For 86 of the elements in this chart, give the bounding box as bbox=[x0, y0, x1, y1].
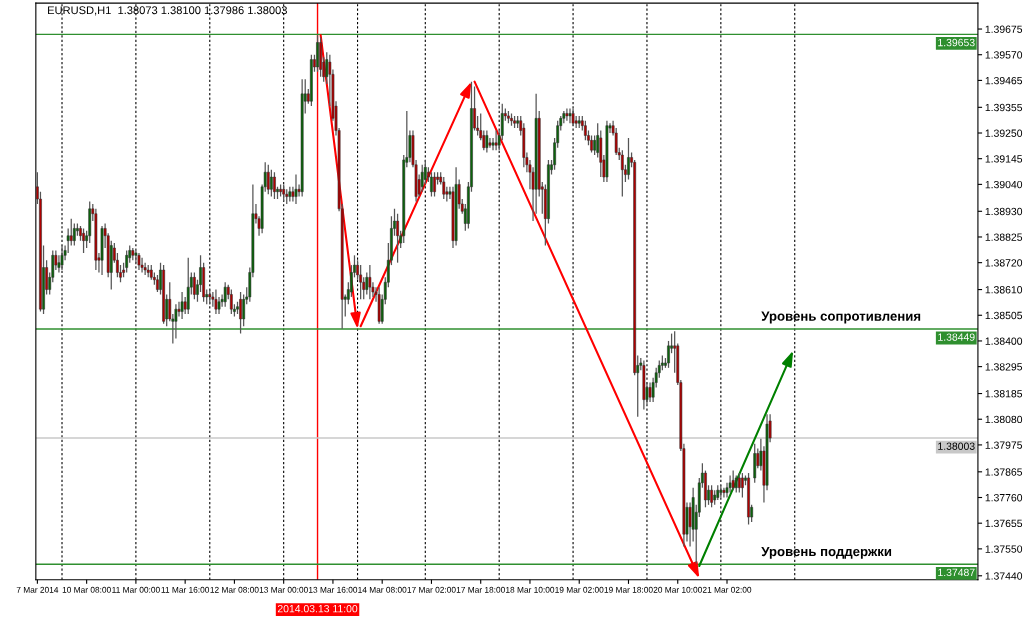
y-tick-label: 1.38080 bbox=[985, 415, 1023, 424]
y-tick-label: 1.39675 bbox=[985, 25, 1023, 33]
candlestick bbox=[396, 213, 399, 264]
y-tick-label: 1.38185 bbox=[985, 390, 1023, 398]
y-tick-label: 1.37760 bbox=[985, 494, 1023, 502]
candlestick bbox=[76, 222, 79, 237]
candlestick bbox=[294, 173, 298, 205]
candlestick bbox=[494, 129, 498, 151]
y-tick-label: 1.38720 bbox=[985, 259, 1023, 267]
candlestick bbox=[747, 472, 750, 526]
y-tick-label: 1.37550 bbox=[985, 545, 1023, 553]
y-tick-label: 1.37655 bbox=[985, 519, 1023, 528]
x-tick-label: 17 Mar 02:00 bbox=[407, 586, 456, 593]
candlestick bbox=[229, 288, 233, 315]
candlestick bbox=[507, 110, 510, 124]
candlestick bbox=[125, 249, 129, 274]
candlestick bbox=[510, 112, 513, 127]
candlestick bbox=[72, 222, 76, 247]
ref-line-label: 1.38003 bbox=[938, 442, 975, 450]
candlestick bbox=[174, 303, 178, 340]
ref-line-label: 1.39653 bbox=[938, 38, 975, 47]
candlestick bbox=[69, 218, 73, 247]
y-tick-label: 1.39355 bbox=[985, 103, 1023, 112]
y-tick-label: 1.39040 bbox=[985, 180, 1023, 189]
candlestick bbox=[648, 381, 652, 403]
x-tick-label: 7 Mar 2014 bbox=[16, 586, 59, 593]
candlestick bbox=[584, 120, 587, 141]
y-tick-label: 1.37975 bbox=[985, 441, 1023, 449]
y-tick-label: 1.37440 bbox=[985, 572, 1023, 580]
x-tick-label: 13 Mar 16:00 bbox=[309, 586, 358, 593]
y-tick-label: 1.38295 bbox=[985, 363, 1023, 371]
x-tick-label: 12 Mar 08:00 bbox=[210, 586, 259, 593]
candlestick bbox=[568, 107, 572, 124]
y-tick-label: 1.38930 bbox=[985, 207, 1023, 216]
annotation: Уровень поддержки bbox=[761, 546, 892, 559]
candlestick bbox=[433, 171, 436, 198]
candlestick bbox=[66, 227, 70, 254]
candlestick bbox=[273, 171, 276, 200]
candlestick bbox=[279, 183, 282, 198]
candlestick bbox=[728, 474, 732, 494]
chart-title: EURUSD,H1 1.38073 1.38100 1.37986 1.38003 bbox=[48, 6, 287, 16]
candlestick bbox=[731, 469, 735, 491]
candlestick bbox=[590, 134, 593, 154]
candlestick bbox=[722, 487, 726, 499]
x-tick-label: 11 Mar 16:00 bbox=[161, 586, 210, 593]
candlestick bbox=[140, 257, 144, 274]
annotation: Уровень сопротивления bbox=[761, 311, 921, 324]
candlestick bbox=[420, 164, 424, 193]
candlestick bbox=[193, 271, 196, 300]
candlestick bbox=[269, 169, 273, 198]
candlestick bbox=[430, 171, 433, 198]
ref-line-label: 1.38449 bbox=[938, 333, 975, 341]
x-tick-label: 21 Mar 02:00 bbox=[702, 586, 752, 593]
x-tick-label: 17 Mar 18:00 bbox=[456, 586, 505, 593]
y-tick-label: 1.39465 bbox=[985, 76, 1023, 85]
candlestick bbox=[593, 134, 597, 156]
candlestick bbox=[359, 264, 363, 300]
x-tick-label: 13 Mar 00:00 bbox=[259, 586, 308, 593]
y-tick-label: 1.37865 bbox=[985, 468, 1023, 476]
candlestick bbox=[513, 115, 516, 129]
candlestick bbox=[442, 176, 446, 200]
y-tick-label: 1.38400 bbox=[985, 337, 1023, 345]
x-tick-label: 20 Mar 10:00 bbox=[653, 586, 702, 593]
x-tick-label: 10 Mar 08:00 bbox=[62, 586, 111, 593]
y-tick-label: 1.39250 bbox=[985, 129, 1023, 137]
candlestick bbox=[710, 484, 713, 508]
x-tick-label: 2014.03.13 11:00 bbox=[277, 604, 358, 613]
y-tick-label: 1.38505 bbox=[985, 311, 1023, 320]
x-tick-label: 19 Mar 02:00 bbox=[555, 586, 604, 593]
candlestick bbox=[82, 227, 85, 254]
y-tick-label: 1.38610 bbox=[985, 286, 1023, 294]
x-tick-label: 11 Mar 00:00 bbox=[112, 586, 160, 593]
y-tick-label: 1.39145 bbox=[985, 155, 1023, 163]
candlestick bbox=[627, 137, 630, 181]
candlestick bbox=[316, 34, 319, 73]
candlestick bbox=[266, 164, 270, 195]
y-tick-label: 1.39570 bbox=[985, 51, 1023, 59]
candlestick bbox=[741, 472, 744, 499]
y-tick-label: 1.38825 bbox=[985, 233, 1023, 241]
x-tick-label: 19 Mar 18:00 bbox=[604, 586, 653, 593]
x-tick-label: 14 Mar 08:00 bbox=[358, 586, 407, 593]
candlestick bbox=[239, 291, 242, 335]
candlestick bbox=[488, 137, 492, 149]
candlestick bbox=[485, 129, 489, 154]
x-tick-label: 18 Mar 10:00 bbox=[506, 586, 555, 593]
ref-line-label: 1.37487 bbox=[938, 568, 975, 577]
